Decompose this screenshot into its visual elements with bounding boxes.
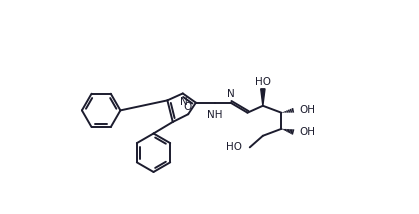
Text: O: O: [183, 102, 191, 112]
Text: OH: OH: [299, 105, 315, 115]
Polygon shape: [261, 89, 265, 106]
Text: NH: NH: [207, 110, 222, 120]
Text: N: N: [227, 89, 234, 99]
Text: HO: HO: [226, 142, 242, 152]
Text: HO: HO: [255, 77, 271, 86]
Text: N: N: [180, 97, 187, 107]
Text: OH: OH: [299, 127, 315, 137]
